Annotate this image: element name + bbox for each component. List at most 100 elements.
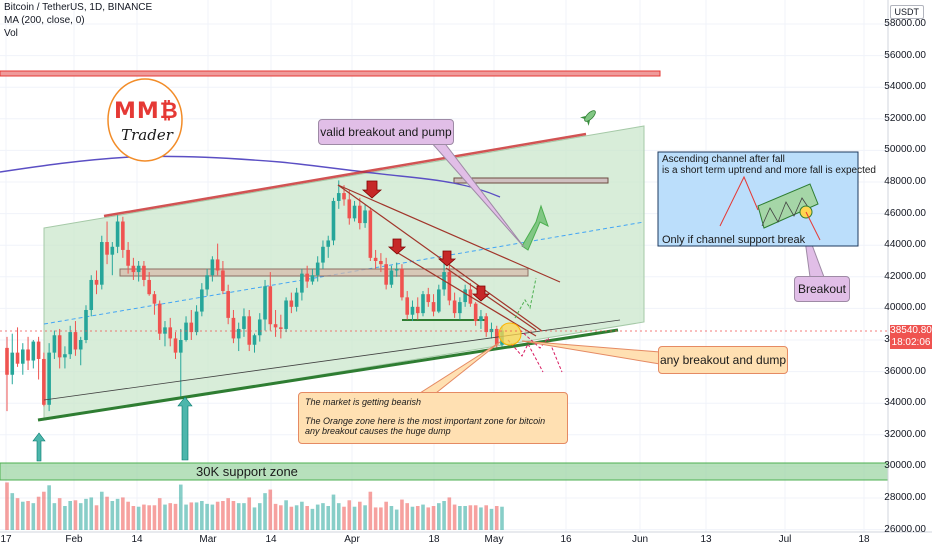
candle-body — [84, 309, 88, 340]
breakout-label[interactable]: Breakout — [794, 276, 850, 302]
candle-body — [273, 324, 278, 328]
candle-body — [300, 273, 304, 293]
candle-body — [352, 205, 357, 219]
price-tick-label: 48000.00 — [884, 176, 926, 187]
candle-body — [15, 352, 20, 364]
volume-bar — [484, 505, 489, 530]
candle-body — [194, 311, 199, 333]
volume-bar — [5, 482, 9, 530]
candle-body — [405, 297, 410, 315]
time-tick-label: Jun — [631, 534, 649, 545]
candle-body — [20, 349, 25, 364]
candle-body — [389, 270, 394, 285]
volume-bar — [94, 505, 99, 530]
candle-body — [78, 340, 83, 350]
candle-body — [379, 261, 383, 265]
volume-indicator-label[interactable]: Vol — [4, 28, 18, 39]
volume-bar — [331, 494, 336, 530]
volume-bar — [379, 507, 383, 530]
candle-body — [26, 349, 30, 361]
volume-bar — [73, 500, 78, 530]
volume-bar — [279, 505, 283, 530]
candle-body — [168, 327, 173, 339]
volume-bar — [63, 506, 67, 530]
volume-bar — [115, 498, 120, 530]
projection-down-1 — [507, 339, 544, 373]
candle-body — [368, 210, 373, 258]
candle-body — [289, 300, 294, 307]
candle-body — [489, 328, 494, 333]
channel-bottom-line — [37, 328, 619, 422]
candle-body — [89, 279, 94, 310]
price-tick-label: 52000.00 — [884, 112, 926, 124]
price-tick-label: 54000.00 — [884, 81, 926, 93]
candle-body — [131, 265, 136, 273]
candle-body — [384, 264, 388, 285]
volume-bar — [384, 501, 388, 530]
valid-breakout-callout[interactable]: valid breakout and pump — [318, 119, 454, 145]
volume-bar — [15, 498, 20, 530]
volume-bar — [99, 491, 104, 530]
volume-bar — [300, 501, 304, 530]
inset-text-line1: Ascending channel after fall — [662, 154, 785, 165]
volume-bar — [231, 501, 236, 530]
ma-indicator-label[interactable]: MA (200, close, 0) — [4, 15, 85, 26]
candle-body — [73, 332, 78, 350]
time-tick-label: Jul — [778, 534, 792, 545]
candle-body — [426, 294, 431, 303]
candle-body — [326, 240, 331, 247]
bearish-callout[interactable]: The market is getting bearish The Orange… — [298, 392, 568, 444]
candle-body — [363, 210, 367, 224]
candle-body — [279, 327, 283, 329]
volume-bar — [252, 507, 257, 530]
volume-bar — [268, 489, 273, 530]
volume-bar — [78, 503, 83, 530]
dump-callout[interactable]: any breakout and dump — [658, 346, 788, 374]
candle-body — [294, 292, 299, 307]
candle-body — [321, 246, 325, 263]
candle-body — [463, 289, 467, 303]
candle-body — [400, 268, 404, 298]
candle-body — [163, 327, 167, 334]
volume-bar — [210, 504, 215, 530]
volume-bar — [289, 506, 294, 530]
candle-body — [236, 328, 241, 339]
volume-bar — [405, 503, 410, 530]
volume-bars — [5, 482, 504, 530]
volume-bar — [84, 498, 88, 530]
candle-body — [157, 303, 162, 334]
current-price-tag: 38540.80 — [890, 325, 932, 337]
candle-body — [121, 221, 125, 250]
volume-bar — [458, 506, 462, 530]
volume-bar — [373, 507, 378, 530]
candle-body — [215, 259, 220, 271]
volume-bar — [147, 505, 151, 530]
volume-bar — [336, 503, 341, 530]
price-tick-label: 42000.00 — [884, 270, 926, 282]
volume-bar — [473, 505, 478, 530]
volume-bar — [52, 503, 57, 530]
volume-bar — [368, 491, 373, 530]
symbol-title: Bitcoin / TetherUS, 1D, BINANCE — [4, 2, 153, 13]
volume-bar — [157, 498, 162, 530]
volume-bar — [126, 501, 130, 530]
currency-badge[interactable]: USDT — [889, 5, 924, 19]
candle-body — [136, 265, 141, 273]
resistance-band-55k — [0, 70, 661, 77]
volume-bar — [431, 506, 436, 530]
candle-body — [173, 338, 178, 353]
candle-body — [99, 242, 104, 285]
candle-body — [142, 265, 146, 280]
price-tick-label: 58000.00 — [884, 18, 926, 29]
volume-bar — [20, 501, 25, 530]
candle-body — [305, 273, 309, 282]
downtrend-line-3 — [397, 252, 537, 337]
candle-body — [42, 358, 46, 405]
inset-text-line2: is a short term uptrend and more fall is… — [662, 165, 876, 176]
candle-body — [178, 340, 183, 353]
volume-bar — [173, 503, 178, 530]
candle-body — [210, 259, 215, 276]
candle-body — [242, 316, 246, 329]
